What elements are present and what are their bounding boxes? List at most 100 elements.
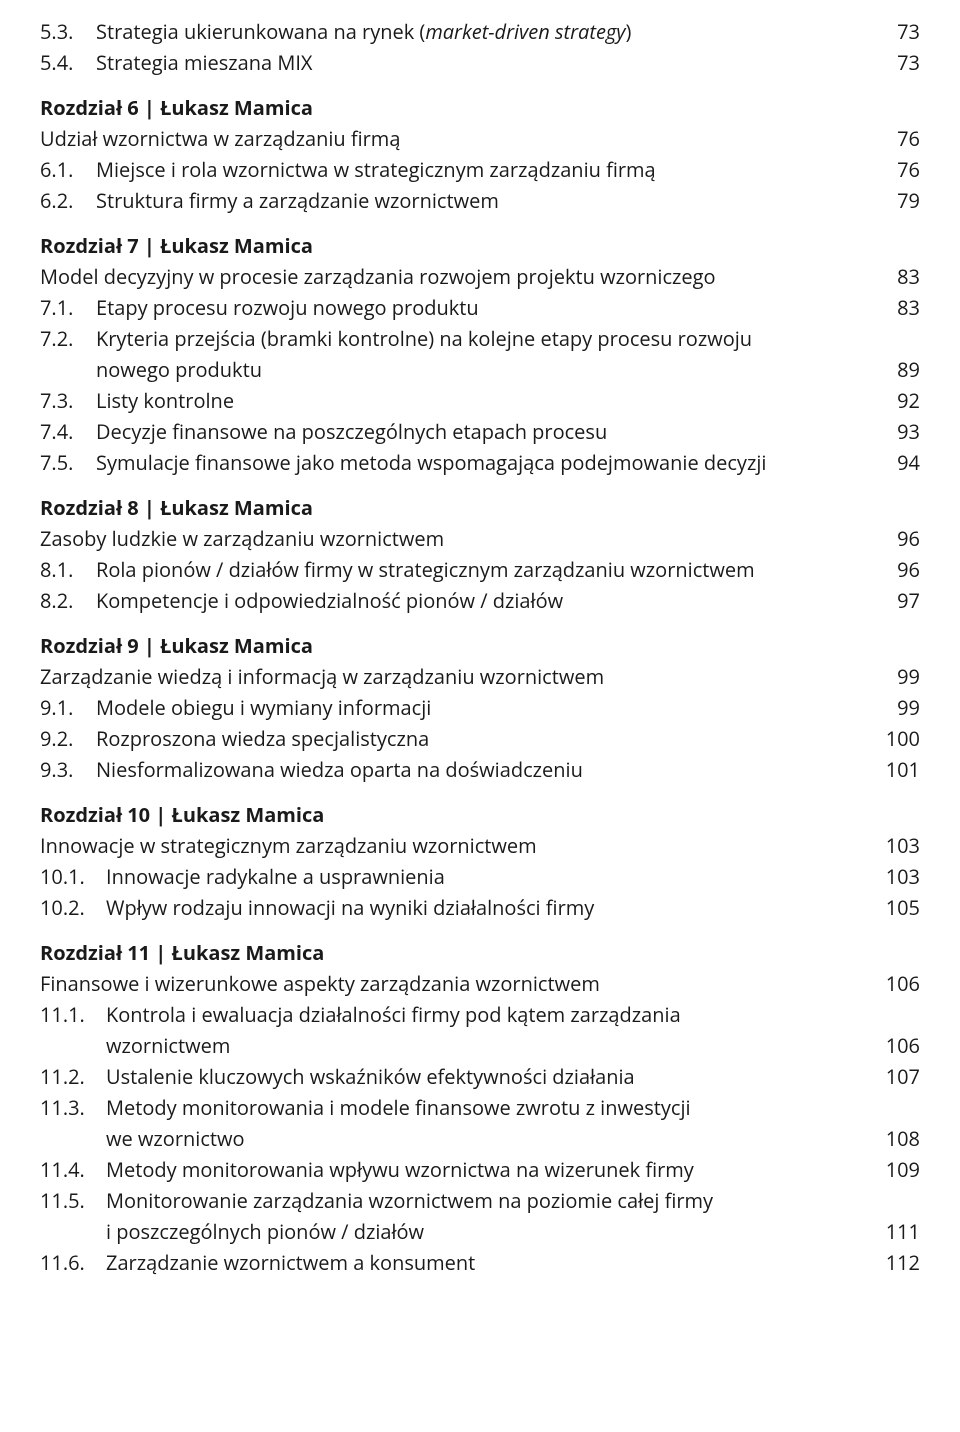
page-number: 94 [870, 447, 920, 478]
item-title: Zarządzanie wiedzą i informacją w zarząd… [40, 661, 870, 692]
chapter-10-header: Rozdział 10 | Łukasz Mamica [40, 799, 920, 830]
page-number: 106 [870, 968, 920, 999]
item-title: Kompetencje i odpowiedzialność pionów / … [96, 585, 870, 616]
page-number: 76 [870, 154, 920, 185]
page-number: 83 [870, 261, 920, 292]
page-number: 73 [870, 47, 920, 78]
item-title: Zasoby ludzkie w zarządzaniu wzornictwem [40, 523, 870, 554]
item-number: 11.3. [40, 1092, 106, 1123]
page-number: 76 [870, 123, 920, 154]
chapter-label: Rozdział 8 | Łukasz Mamica [40, 492, 920, 523]
item-title: Modele obiegu i wymiany informacji [96, 692, 870, 723]
item-title: we wzornictwo [106, 1123, 870, 1154]
item-title: i poszczególnych pionów / działów [106, 1216, 870, 1247]
chapter-label: Rozdział 9 | Łukasz Mamica [40, 630, 920, 661]
toc-item-11-3-line1: 11.3. Metody monitorowania i modele fina… [40, 1092, 920, 1123]
item-title: Struktura firmy a zarządzanie wzornictwe… [96, 185, 870, 216]
page-number: 100 [870, 723, 920, 754]
toc-item-11-4: 11.4. Metody monitorowania wpływu wzorni… [40, 1154, 920, 1185]
toc-item-11-1-line2: wzornictwem 106 [40, 1030, 920, 1061]
item-title: Innowacje w strategicznym zarządzaniu wz… [40, 830, 870, 861]
item-title: Ustalenie kluczowych wskaźników efektywn… [106, 1061, 870, 1092]
toc-item-11-1-line1: 11.1. Kontrola i ewaluacja działalności … [40, 999, 920, 1030]
toc-item-5-3: 5.3. Strategia ukierunkowana na rynek (m… [40, 16, 920, 47]
page-number: 103 [870, 861, 920, 892]
toc-item-9-3: 9.3. Niesformalizowana wiedza oparta na … [40, 754, 920, 785]
toc-item-7-5: 7.5. Symulacje finansowe jako metoda wsp… [40, 447, 920, 478]
item-number: 5.4. [40, 47, 96, 78]
toc-item-7-2-line2: nowego produktu 89 [40, 354, 920, 385]
item-title: Metody monitorowania i modele finansowe … [106, 1092, 870, 1123]
item-title: Metody monitorowania wpływu wzornictwa n… [106, 1154, 870, 1185]
item-title: Miejsce i rola wzornictwa w strategiczny… [96, 154, 870, 185]
page-number: 99 [870, 692, 920, 723]
item-title: Kryteria przejścia (bramki kontrolne) na… [96, 323, 870, 354]
chapter-7-header: Rozdział 7 | Łukasz Mamica [40, 230, 920, 261]
item-title: Monitorowanie zarządzania wzornictwem na… [106, 1185, 870, 1216]
item-title: Wpływ rodzaju innowacji na wyniki działa… [106, 892, 870, 923]
item-title: Symulacje finansowe jako metoda wspomaga… [96, 447, 870, 478]
chapter-9-title: Zarządzanie wiedzą i informacją w zarząd… [40, 661, 920, 692]
item-title: wzornictwem [106, 1030, 870, 1061]
chapter-7-title: Model decyzyjny w procesie zarządzania r… [40, 261, 920, 292]
item-number: 9.2. [40, 723, 96, 754]
item-title: Finansowe i wizerunkowe aspekty zarządza… [40, 968, 870, 999]
toc-item-11-2: 11.2. Ustalenie kluczowych wskaźników ef… [40, 1061, 920, 1092]
item-number: 6.2. [40, 185, 96, 216]
page-number: 107 [870, 1061, 920, 1092]
page-number: 96 [870, 523, 920, 554]
item-number: 7.1. [40, 292, 96, 323]
chapter-label: Rozdział 7 | Łukasz Mamica [40, 230, 920, 261]
item-title: Strategia mieszana MIX [96, 47, 870, 78]
item-number: 7.2. [40, 323, 96, 354]
toc-item-6-2: 6.2. Struktura firmy a zarządzanie wzorn… [40, 185, 920, 216]
page-number: 92 [870, 385, 920, 416]
toc-item-5-4: 5.4. Strategia mieszana MIX 73 [40, 47, 920, 78]
item-title: Etapy procesu rozwoju nowego produktu [96, 292, 870, 323]
page-number: 101 [870, 754, 920, 785]
toc-item-8-1: 8.1. Rola pionów / działów firmy w strat… [40, 554, 920, 585]
toc-page: 5.3. Strategia ukierunkowana na rynek (m… [0, 0, 960, 1432]
item-title: Innowacje radykalne a usprawnienia [106, 861, 870, 892]
page-number: 109 [870, 1154, 920, 1185]
toc-item-9-1: 9.1. Modele obiegu i wymiany informacji … [40, 692, 920, 723]
page-number: 112 [870, 1247, 920, 1278]
item-number: 7.3. [40, 385, 96, 416]
item-number: 10.1. [40, 861, 106, 892]
item-title: Model decyzyjny w procesie zarządzania r… [40, 261, 870, 292]
item-title: Rozproszona wiedza specjalistyczna [96, 723, 870, 754]
chapter-8-header: Rozdział 8 | Łukasz Mamica [40, 492, 920, 523]
item-number: 11.5. [40, 1185, 106, 1216]
chapter-11-header: Rozdział 11 | Łukasz Mamica [40, 937, 920, 968]
page-number: 105 [870, 892, 920, 923]
item-number: 8.2. [40, 585, 96, 616]
toc-item-8-2: 8.2. Kompetencje i odpowiedzialność pion… [40, 585, 920, 616]
toc-item-11-6: 11.6. Zarządzanie wzornictwem a konsumen… [40, 1247, 920, 1278]
toc-item-7-3: 7.3. Listy kontrolne 92 [40, 385, 920, 416]
chapter-6-title: Udział wzornictwa w zarządzaniu firmą 76 [40, 123, 920, 154]
page-number: 108 [870, 1123, 920, 1154]
item-number: 7.4. [40, 416, 96, 447]
page-number: 97 [870, 585, 920, 616]
page-number: 73 [870, 16, 920, 47]
toc-item-6-1: 6.1. Miejsce i rola wzornictwa w strateg… [40, 154, 920, 185]
item-title: Strategia ukierunkowana na rynek (market… [96, 16, 870, 47]
chapter-label: Rozdział 11 | Łukasz Mamica [40, 937, 920, 968]
item-number: 8.1. [40, 554, 96, 585]
item-title: Kontrola i ewaluacja działalności firmy … [106, 999, 870, 1030]
toc-item-11-5-line2: i poszczególnych pionów / działów 111 [40, 1216, 920, 1247]
toc-item-11-3-line2: we wzornictwo 108 [40, 1123, 920, 1154]
item-title: Decyzje finansowe na poszczególnych etap… [96, 416, 870, 447]
page-number: 89 [870, 354, 920, 385]
item-number: 11.2. [40, 1061, 106, 1092]
item-number: 11.1. [40, 999, 106, 1030]
chapter-label: Rozdział 6 | Łukasz Mamica [40, 92, 920, 123]
item-number: 7.5. [40, 447, 96, 478]
item-number: 11.6. [40, 1247, 106, 1278]
chapter-label: Rozdział 10 | Łukasz Mamica [40, 799, 920, 830]
chapter-9-header: Rozdział 9 | Łukasz Mamica [40, 630, 920, 661]
item-title: Niesformalizowana wiedza oparta na doświ… [96, 754, 870, 785]
chapter-6-header: Rozdział 6 | Łukasz Mamica [40, 92, 920, 123]
page-number: 103 [870, 830, 920, 861]
item-number: 9.3. [40, 754, 96, 785]
